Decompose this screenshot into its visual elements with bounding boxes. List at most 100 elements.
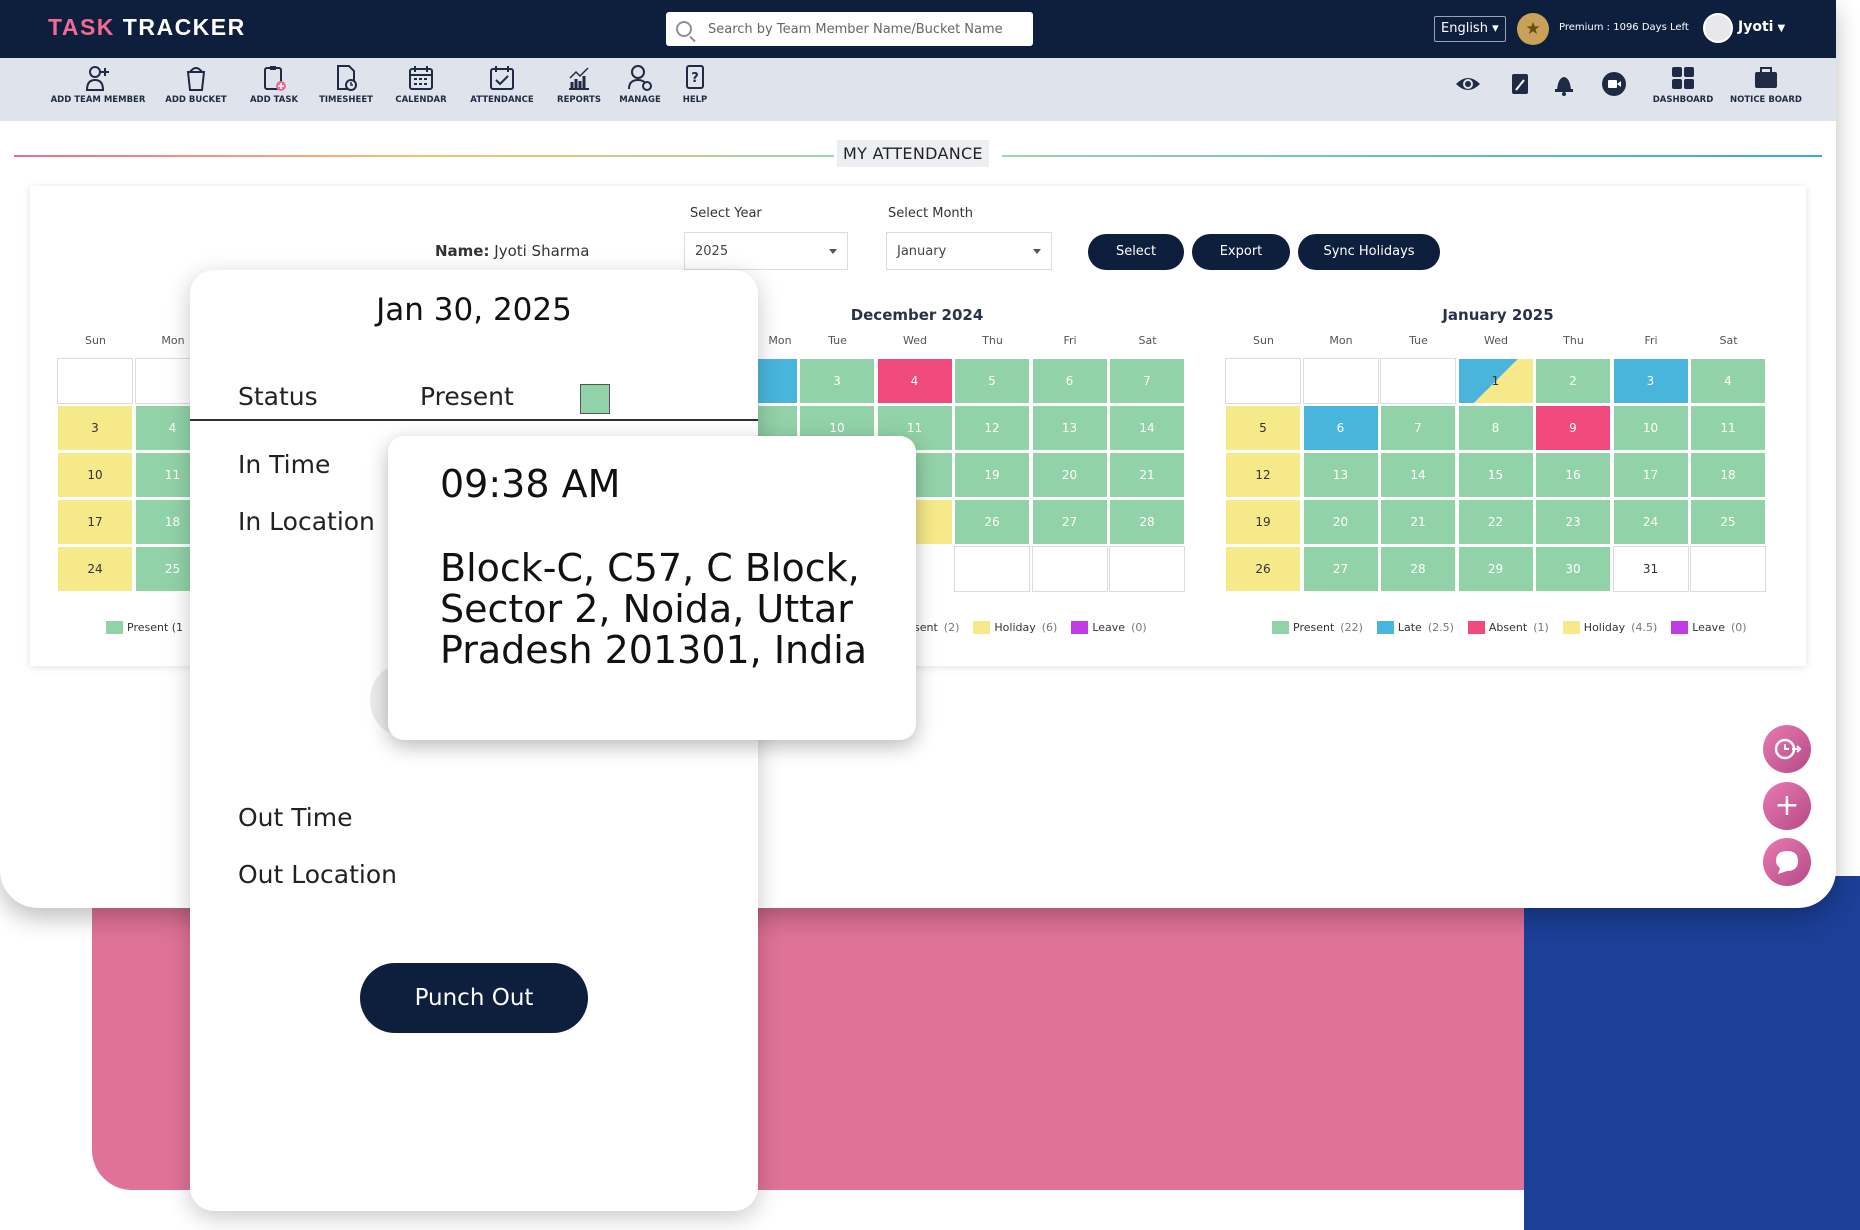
manage-icon	[628, 65, 652, 91]
toolbar-attendance[interactable]: ATTENDANCE	[468, 64, 536, 105]
calendar-day[interactable]: 6	[1031, 358, 1108, 404]
toolbar-add-team-member[interactable]: ADD TEAM MEMBER	[50, 64, 146, 105]
calendar-day[interactable]: 11	[1690, 405, 1766, 451]
punch-clock-button[interactable]	[1763, 725, 1811, 773]
toolbar-dashboard[interactable]: DASHBOARD	[1652, 64, 1714, 105]
calendar-day[interactable]: 5	[1225, 405, 1301, 451]
eye-icon[interactable]	[1454, 70, 1482, 98]
search-input[interactable]	[708, 21, 1008, 37]
toolbar-add-task[interactable]: ADD TASK	[246, 64, 302, 105]
calendar-day[interactable]: 26	[954, 499, 1030, 545]
toolbar-calendar[interactable]: CALENDAR	[392, 64, 450, 105]
toolbar-reports[interactable]: REPORTS	[554, 64, 604, 105]
calendar-day[interactable]: 3	[799, 358, 875, 404]
calendar-day[interactable]: 3	[57, 405, 133, 451]
calendar-day[interactable]: 3	[1612, 358, 1689, 404]
calendar-day[interactable]: 17	[1612, 452, 1689, 498]
calendar-day[interactable]: 30	[1535, 546, 1611, 592]
calendar-day[interactable]: 20	[1302, 499, 1379, 545]
calendar-day[interactable]	[954, 546, 1030, 592]
toolbar-manage[interactable]: MANAGE	[616, 64, 664, 105]
calendar-day[interactable]: 24	[1612, 499, 1689, 545]
calendar-day[interactable]: 10	[1612, 405, 1689, 451]
language-select[interactable]: English ▾	[1434, 16, 1506, 42]
sync-holidays-button[interactable]: Sync Holidays	[1298, 234, 1440, 270]
calendar-day[interactable]	[1380, 358, 1456, 404]
calendar-day[interactable]: 19	[954, 452, 1030, 498]
select-button[interactable]: Select	[1088, 234, 1184, 270]
add-button[interactable]: +	[1763, 782, 1811, 830]
calendar-day[interactable]: 20	[1031, 452, 1108, 498]
calendar-day[interactable]: 31	[1612, 546, 1689, 592]
calendar-day[interactable]	[1302, 358, 1379, 404]
calendar-day[interactable]: 25	[1690, 499, 1766, 545]
user-menu[interactable]: Jyoti ▼	[1738, 19, 1785, 35]
month-select[interactable]: January	[886, 232, 1052, 270]
calendar-day[interactable]	[1109, 546, 1185, 592]
toolbar-label: ADD BUCKET	[165, 95, 227, 105]
calendar-day[interactable]: 28	[1109, 499, 1185, 545]
in-time-label: In Time	[238, 450, 331, 479]
calendar-day[interactable]	[1031, 546, 1108, 592]
calendar-day[interactable]	[57, 358, 133, 404]
notice-board-icon	[1755, 67, 1777, 88]
calendar-day[interactable]: 21	[1380, 499, 1456, 545]
calendar-day[interactable]: 18	[1690, 452, 1766, 498]
calendar-day[interactable]: 8	[1457, 405, 1534, 451]
calendar-day[interactable]: 23	[1535, 499, 1611, 545]
calendar-day[interactable]: 13	[1302, 452, 1379, 498]
export-button[interactable]: Export	[1192, 234, 1290, 270]
calendar-day[interactable]: 7	[1380, 405, 1456, 451]
weekday-label: Tue	[1409, 334, 1428, 347]
calendar-day[interactable]: 12	[954, 405, 1030, 451]
chat-button[interactable]	[1763, 838, 1811, 886]
calendar-day[interactable]: 14	[1380, 452, 1456, 498]
name-value: Jyoti Sharma	[494, 242, 590, 260]
avatar[interactable]	[1703, 13, 1733, 43]
toolbar-help[interactable]: ? HELP	[678, 64, 712, 105]
calendar-day[interactable]: 9	[1535, 405, 1611, 451]
calendar-day[interactable]: 10	[57, 452, 133, 498]
bell-icon[interactable]	[1550, 70, 1578, 98]
search-icon	[676, 21, 692, 37]
calendar-day[interactable]: 5	[954, 358, 1030, 404]
calendar-day[interactable]: 12	[1225, 452, 1301, 498]
add-user-icon	[85, 66, 109, 91]
weekday-label: Sun	[85, 334, 106, 347]
calendar-day[interactable]: 22	[1457, 499, 1534, 545]
timesheet-icon	[337, 65, 357, 91]
calendar-day[interactable]: 13	[1031, 405, 1108, 451]
calendar-day[interactable]: 15	[1457, 452, 1534, 498]
calendar-day[interactable]: 24	[57, 546, 133, 592]
calendar-day[interactable]: 6	[1302, 405, 1379, 451]
calendar-day[interactable]: 11	[876, 405, 953, 451]
user-name: Jyoti	[1738, 19, 1774, 35]
calendar-day[interactable]: 4	[1690, 358, 1766, 404]
calendar-day[interactable]: 19	[1225, 499, 1301, 545]
calendar-day[interactable]: 27	[1302, 546, 1379, 592]
calendar-day[interactable]	[1690, 546, 1766, 592]
calendar-day[interactable]: 27	[1031, 499, 1108, 545]
legend-label: Holiday	[1583, 621, 1626, 634]
edit-icon[interactable]	[1506, 70, 1534, 98]
calendar-day[interactable]: 1	[1457, 358, 1534, 404]
calendar-day[interactable]: 26	[1225, 546, 1301, 592]
app-logo[interactable]: TASK TRACKER	[48, 14, 246, 41]
year-select[interactable]: 2025	[684, 232, 848, 270]
calendar-day[interactable]	[1225, 358, 1301, 404]
punch-out-button[interactable]: Punch Out	[360, 963, 588, 1033]
calendar-day[interactable]: 21	[1109, 452, 1185, 498]
calendar-day[interactable]: 2	[1535, 358, 1611, 404]
toolbar-notice-board[interactable]: NOTICE BOARD	[1730, 64, 1802, 105]
calendar-day[interactable]: 4	[876, 358, 953, 404]
toolbar-timesheet[interactable]: TIMESHEET	[316, 64, 376, 105]
calendar-day[interactable]: 17	[57, 499, 133, 545]
calendar-day[interactable]: 16	[1535, 452, 1611, 498]
calendar-day[interactable]: 29	[1457, 546, 1534, 592]
calendar-day[interactable]: 28	[1380, 546, 1456, 592]
out-location-label: Out Location	[238, 860, 398, 889]
video-icon[interactable]	[1600, 70, 1628, 98]
calendar-day[interactable]: 7	[1109, 358, 1185, 404]
calendar-day[interactable]: 14	[1109, 405, 1185, 451]
toolbar-add-bucket[interactable]: ADD BUCKET	[164, 64, 228, 105]
